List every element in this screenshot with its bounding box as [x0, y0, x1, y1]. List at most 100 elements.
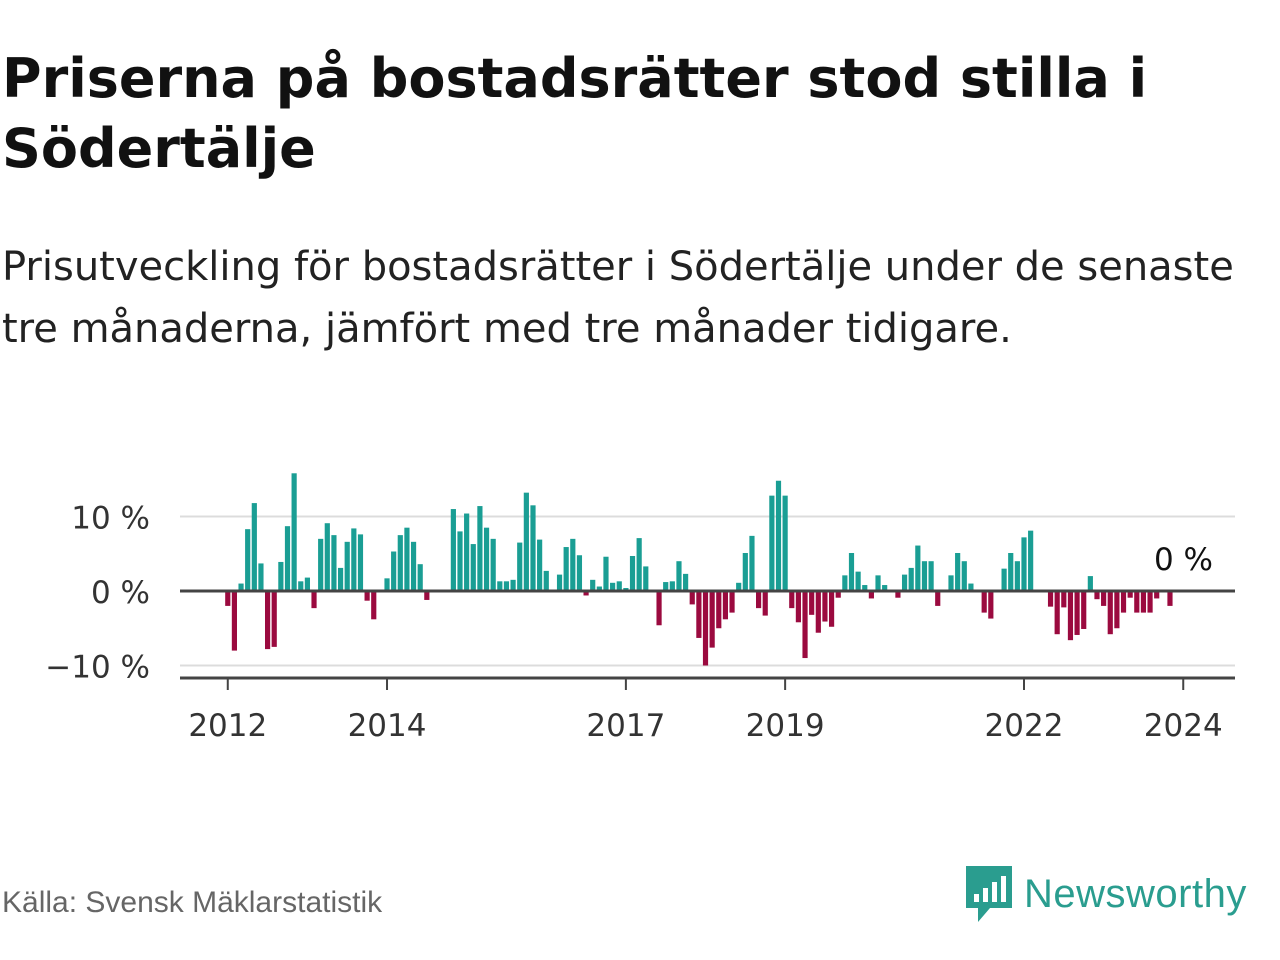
bar [318, 538, 324, 591]
bar [828, 591, 835, 627]
bar [689, 591, 695, 605]
bar [391, 551, 397, 591]
bar [769, 495, 775, 591]
bar [749, 535, 755, 591]
bar [510, 579, 516, 592]
bar [1134, 591, 1140, 613]
bar [464, 513, 470, 591]
bar [1087, 576, 1093, 591]
bar [643, 566, 649, 591]
x-tick-label: 2017 [586, 708, 665, 744]
bar [895, 591, 901, 598]
y-tick-label: 0 % [91, 575, 150, 611]
bar [284, 526, 291, 591]
bar [351, 528, 357, 591]
bar [590, 579, 596, 592]
bar [1021, 537, 1027, 591]
bar [457, 531, 463, 591]
bar [809, 591, 815, 615]
bar [1114, 591, 1120, 629]
bar [497, 581, 503, 592]
bar [716, 591, 722, 629]
bar [1008, 553, 1014, 591]
bar [722, 591, 729, 620]
bar [676, 561, 682, 591]
bar [709, 591, 715, 648]
bar [1081, 591, 1087, 629]
x-tick-label: 2019 [746, 708, 825, 744]
source-note: Källa: Svensk Mäklarstatistik [2, 886, 383, 919]
label-layer: 10 % 0 % −10 % 2012 2014 2017 2019 2022 2024 0 % [45, 501, 1222, 745]
bar [848, 553, 855, 591]
bar [636, 538, 642, 591]
bar [802, 591, 808, 659]
bar [337, 567, 344, 591]
bar [1127, 591, 1133, 598]
bar [789, 591, 795, 609]
bar [490, 538, 496, 591]
bar [238, 583, 244, 591]
last-value-label: 0 % [1154, 542, 1213, 578]
newsworthy-logo-icon [966, 866, 1012, 922]
bar [357, 534, 364, 591]
x-tick-label: 2024 [1144, 708, 1223, 744]
bar [616, 581, 622, 592]
x-tick-label: 2012 [188, 708, 267, 744]
bar [596, 586, 602, 591]
bar [1120, 591, 1127, 613]
bar [868, 591, 874, 599]
bar [955, 553, 961, 591]
bar [629, 555, 636, 592]
bar [603, 556, 609, 591]
bar [278, 561, 284, 591]
bar [570, 538, 576, 591]
bar [371, 591, 377, 620]
bar [961, 561, 967, 591]
bar [258, 563, 264, 591]
bars-layer [225, 473, 1173, 666]
bar [981, 591, 987, 613]
bar [517, 542, 523, 592]
bar [331, 535, 337, 592]
bar [736, 582, 742, 591]
bar [742, 553, 748, 591]
bar [450, 509, 456, 591]
bar [908, 567, 914, 591]
bar [756, 591, 762, 609]
bar [928, 561, 934, 591]
bar [563, 547, 569, 591]
brand-logo: Newsworthy [964, 864, 1247, 924]
bar [935, 591, 941, 606]
bar [483, 527, 490, 591]
bar [291, 473, 297, 591]
bar [815, 591, 821, 633]
x-tick-label: 2022 [985, 708, 1064, 744]
bar [543, 570, 549, 591]
bar [1074, 591, 1080, 635]
axis-layer [180, 589, 1235, 690]
bar [610, 582, 616, 591]
bar [663, 582, 669, 591]
bar [1028, 530, 1034, 591]
bar [271, 591, 277, 647]
bar [523, 492, 529, 591]
bar [324, 523, 330, 592]
bar [702, 591, 709, 666]
bar [265, 591, 271, 650]
bar [696, 591, 702, 638]
bar [968, 583, 974, 591]
bar [344, 541, 350, 591]
bar [683, 573, 689, 591]
bar [397, 535, 403, 592]
bar [1101, 591, 1107, 606]
bar [556, 574, 563, 591]
bar [231, 591, 237, 651]
bar [1054, 591, 1060, 635]
bar [835, 591, 841, 598]
bar [901, 574, 908, 591]
bar [410, 541, 417, 591]
bar [1014, 561, 1020, 591]
bar [782, 495, 788, 591]
bar [795, 591, 801, 623]
bar [775, 480, 782, 591]
